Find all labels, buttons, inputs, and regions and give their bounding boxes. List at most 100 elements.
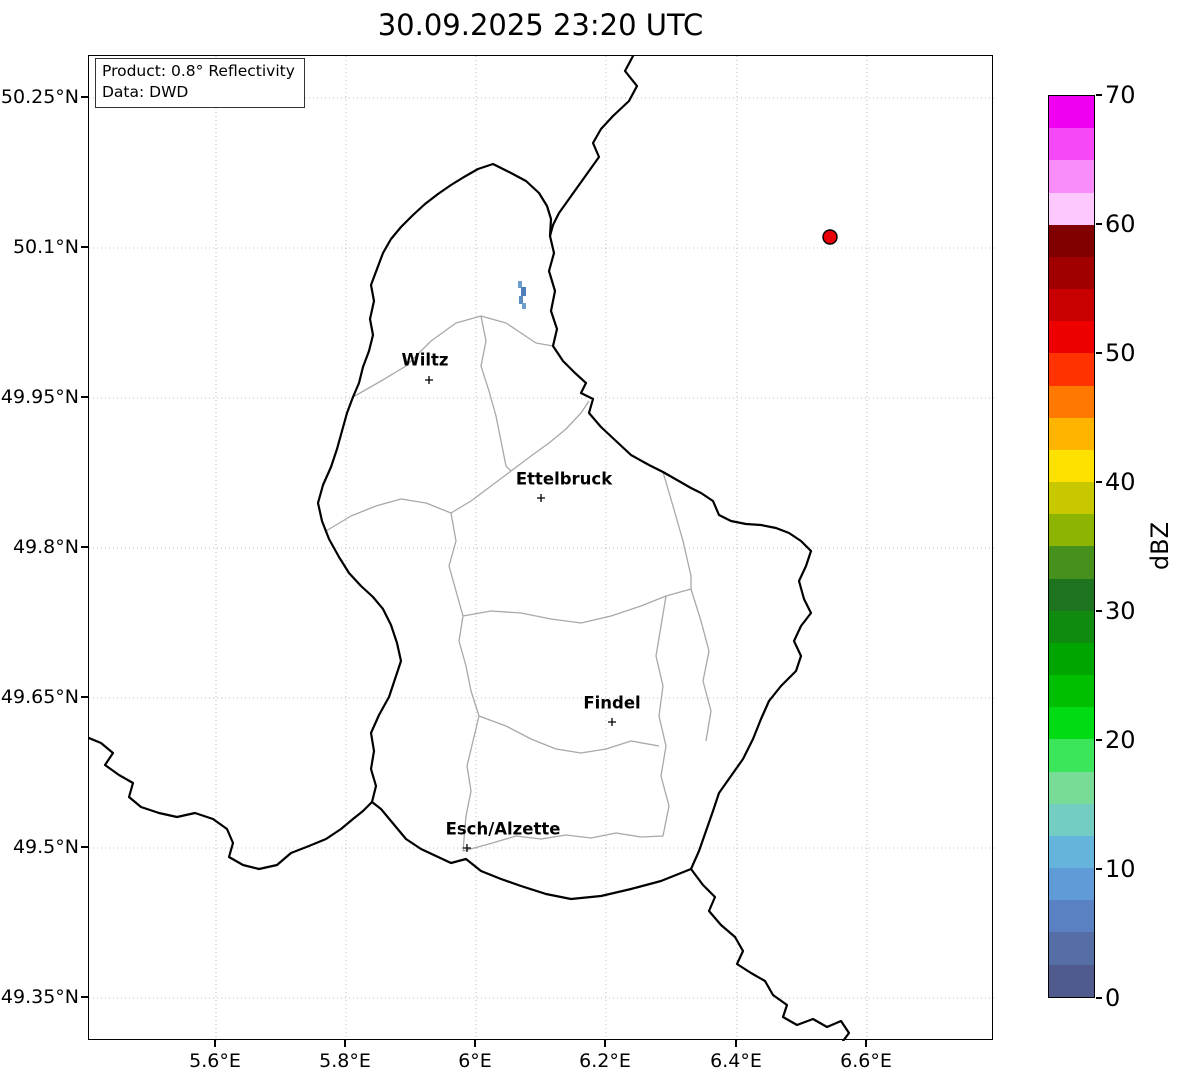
- district-border-line: [352, 315, 554, 398]
- colorbar-segment: [1049, 642, 1094, 676]
- radar-echo-cell: [522, 303, 526, 309]
- colorbar-segment: [1049, 900, 1094, 933]
- radar-echo-layer: [518, 281, 526, 309]
- district-border-line: [655, 595, 670, 837]
- colorbar-tick-label: 30: [1105, 597, 1136, 625]
- luxembourg-border: [316, 162, 813, 901]
- colorbar-tick-mark: [1096, 610, 1102, 612]
- city-label: Findel: [583, 693, 641, 713]
- district-border-line: [478, 715, 660, 754]
- colorbar-segment: [1049, 128, 1094, 161]
- city-plus-marker: [463, 844, 471, 852]
- district-borders: [325, 315, 712, 852]
- germany-belgium-border: [548, 56, 639, 238]
- city-label: Wiltz: [401, 350, 449, 370]
- colorbar-segment: [1049, 321, 1094, 354]
- city-label: Ettelbruck: [515, 469, 613, 489]
- district-border-line: [662, 471, 712, 742]
- city-plus-marker: [425, 376, 433, 384]
- y-tick-label: 50.25°N: [0, 86, 79, 108]
- colorbar-tick-label: 20: [1105, 726, 1136, 754]
- map-plot-area: Product: 0.8° Reflectivity Data: DWD Wil…: [88, 55, 994, 1041]
- colorbar-segment: [1049, 803, 1094, 836]
- y-tick-label: 49.5°N: [12, 836, 79, 858]
- y-tick-mark: [81, 396, 88, 398]
- x-tick-label: 5.6°E: [189, 1050, 241, 1072]
- colorbar-segment: [1049, 160, 1094, 193]
- colorbar-segment: [1049, 707, 1094, 740]
- x-tick-mark: [474, 1040, 476, 1047]
- radar-echo-cell: [518, 281, 522, 288]
- colorbar-tick-mark: [1096, 94, 1102, 96]
- page-title: 30.09.2025 23:20 UTC: [377, 8, 704, 42]
- y-tick-label: 49.8°N: [12, 536, 79, 558]
- colorbar-tick-mark: [1096, 223, 1102, 225]
- y-tick-label: 50.1°N: [12, 236, 79, 258]
- colorbar-segment: [1049, 739, 1094, 772]
- country-borders: [89, 56, 851, 1041]
- colorbar-segment: [1049, 353, 1094, 386]
- district-border-line: [325, 400, 590, 532]
- radar-site-marker: [822, 229, 838, 245]
- district-border-line: [462, 588, 692, 624]
- grid-layer: [89, 56, 994, 1041]
- district-border-line: [448, 512, 480, 852]
- colorbar-segment: [1049, 96, 1094, 129]
- city-plus-marker: [537, 494, 545, 502]
- colorbar-tick-label: 50: [1105, 339, 1136, 367]
- colorbar-unit-label: dBZ: [1146, 521, 1174, 571]
- y-tick-mark: [81, 546, 88, 548]
- marker-layer: [425, 229, 838, 852]
- radar-echo-cell: [519, 296, 523, 304]
- x-tick-mark: [604, 1040, 606, 1047]
- radar-echo-cell: [521, 287, 526, 296]
- colorbar-segment: [1049, 256, 1094, 290]
- colorbar-segment: [1049, 514, 1094, 547]
- colorbar-segment: [1049, 192, 1094, 225]
- y-tick-mark: [81, 96, 88, 98]
- moselle-border: [689, 867, 851, 1041]
- colorbar-tick-mark: [1096, 868, 1102, 870]
- info-product-line: Product: 0.8° Reflectivity: [102, 62, 295, 80]
- x-tick-mark: [735, 1040, 737, 1047]
- map-svg: [89, 56, 994, 1041]
- colorbar-segment: [1049, 610, 1094, 643]
- district-border-line: [462, 832, 664, 852]
- colorbar-tick-label: 60: [1105, 210, 1136, 238]
- colorbar-segment: [1049, 675, 1094, 708]
- colorbar-segment: [1049, 417, 1094, 450]
- x-tick-label: 6.6°E: [840, 1050, 892, 1072]
- y-tick-label: 49.35°N: [0, 986, 79, 1008]
- y-tick-mark: [81, 246, 88, 248]
- x-tick-label: 6°E: [458, 1050, 492, 1072]
- colorbar-segment: [1049, 224, 1094, 257]
- colorbar-segment: [1049, 835, 1094, 869]
- colorbar-segment: [1049, 289, 1094, 322]
- colorbar-segment: [1049, 964, 1094, 997]
- colorbar-segment: [1049, 578, 1094, 611]
- y-tick-mark: [81, 996, 88, 998]
- colorbar-tick-label: 40: [1105, 468, 1136, 496]
- x-tick-mark: [214, 1040, 216, 1047]
- y-tick-mark: [81, 696, 88, 698]
- colorbar-tick-label: 0: [1105, 984, 1121, 1012]
- city-label: Esch/Alzette: [445, 819, 561, 839]
- colorbar-segment: [1049, 546, 1094, 579]
- info-data-line: Data: DWD: [102, 83, 189, 101]
- colorbar-segment: [1049, 482, 1094, 515]
- colorbar-tick-label: 10: [1105, 855, 1136, 883]
- colorbar-tick-mark: [1096, 352, 1102, 354]
- x-tick-mark: [344, 1040, 346, 1047]
- colorbar-tick-label: 70: [1105, 81, 1136, 109]
- colorbar: [1048, 95, 1095, 998]
- x-tick-label: 6.2°E: [579, 1050, 631, 1072]
- colorbar-segment: [1049, 932, 1094, 965]
- y-tick-label: 49.95°N: [0, 386, 79, 408]
- x-tick-label: 5.8°E: [319, 1050, 371, 1072]
- colorbar-segment: [1049, 449, 1094, 483]
- colorbar-segment: [1049, 771, 1094, 804]
- y-tick-label: 49.65°N: [0, 686, 79, 708]
- france-belgium-border: [89, 736, 374, 871]
- colorbar-tick-mark: [1096, 997, 1102, 999]
